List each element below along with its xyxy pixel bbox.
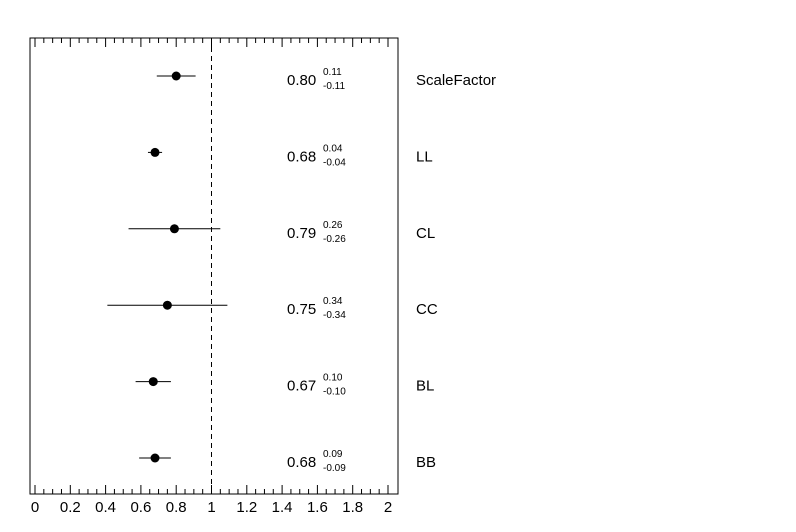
value-labels: 0.80 0.11 -0.11 ScaleFactor 0.68 0.04 -0.04 LL 0… [287,67,496,474]
point-value-label: 0.67 [287,378,316,395]
x-tick-label: 1.6 [307,499,328,516]
point-value-label: 0.75 [287,301,316,318]
upper-error-label: 0.34 [323,296,343,307]
data-points [107,71,228,463]
x-tick-label: 0.4 [95,499,116,516]
lower-error-label: -0.11 [323,81,345,92]
point-marker [148,377,158,387]
x-tick-label: 0.2 [60,499,81,516]
point-marker [162,300,172,310]
x-tick-label: 1 [207,499,215,516]
lower-error-label: -0.26 [323,234,346,245]
point-name-label: LL [416,148,433,165]
lower-error-label: -0.09 [323,463,346,474]
point-name-label: BB [416,454,436,471]
plot-frame [29,37,399,495]
upper-error-label: 0.26 [323,220,343,231]
upper-error-label: 0.11 [323,67,342,78]
x-tick-label: 1.8 [342,499,363,516]
point-marker [150,147,160,157]
point-marker [150,453,160,463]
x-tick-label: 0.6 [130,499,151,516]
point-name-label: CC [416,301,438,318]
point-value-label: 0.80 [287,72,316,89]
lower-error-label: -0.34 [323,310,346,321]
x-tick-label: 1.4 [272,499,293,516]
point-name-label: ScaleFactor [416,72,496,89]
x-axis-ticks [34,38,389,494]
x-axis-tick-labels: 0 0.2 0.4 0.6 0.8 1 1.2 1.4 1.6 1.8 2 [31,499,392,516]
upper-error-label: 0.09 [323,449,343,460]
lower-error-label: -0.04 [323,157,346,168]
upper-error-label: 0.10 [323,373,343,384]
lower-error-label: -0.10 [323,387,346,398]
point-value-label: 0.79 [287,225,316,242]
point-marker [171,71,181,81]
point-name-label: BL [416,378,434,395]
x-tick-label: 2 [384,499,392,516]
point-value-label: 0.68 [287,148,316,165]
point-marker [169,224,179,234]
x-tick-label: 0.8 [166,499,187,516]
upper-error-label: 0.04 [323,143,343,154]
point-value-label: 0.68 [287,454,316,471]
x-tick-label: 1.2 [236,499,257,516]
x-tick-label: 0 [31,499,39,516]
point-name-label: CL [416,225,435,242]
